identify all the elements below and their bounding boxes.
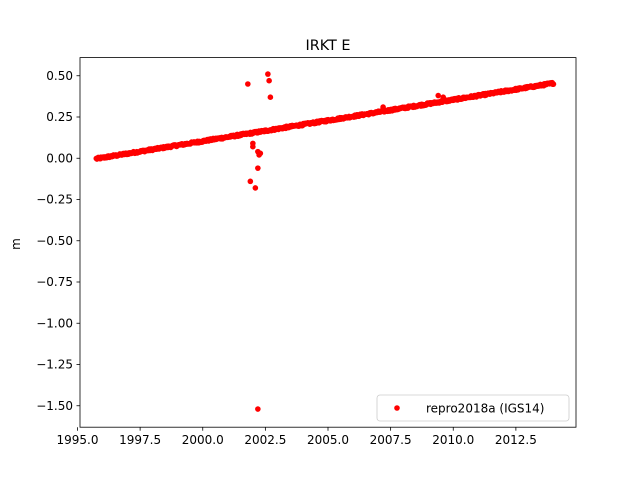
outlier-point — [247, 178, 254, 185]
outlier-point — [265, 71, 271, 77]
outlier-point — [266, 77, 272, 84]
chart-title: IRKT E — [305, 38, 350, 54]
legend-marker — [394, 405, 400, 411]
outlier-point — [255, 406, 261, 412]
axis-ticks: 1995.0 1997.5 2000.0 2002.5 2005.0 2007.5 2010… — [36, 69, 537, 447]
outlier-point — [250, 143, 256, 150]
y-axis-label: m — [9, 238, 23, 250]
y-tick-label: −0.25 — [36, 193, 73, 207]
y-tick-label: −1.50 — [36, 399, 73, 413]
outlier-point — [435, 92, 442, 99]
x-tick-label: 2002.5 — [244, 433, 286, 447]
plot-area — [93, 71, 557, 412]
x-tick-label: 2000.0 — [182, 433, 224, 447]
x-tick-label: 1995.0 — [56, 433, 98, 447]
x-tick-label: 2007.5 — [370, 433, 412, 447]
data-point — [550, 81, 557, 87]
legend-frame — [376, 394, 570, 422]
outlier-point — [245, 81, 251, 87]
legend: repro2018a (IGS14) — [376, 394, 570, 422]
axes-frame — [79, 57, 577, 428]
y-tick-label: −1.00 — [36, 316, 73, 330]
y-tick-label: 0.50 — [46, 69, 73, 83]
outlier-point — [255, 165, 261, 171]
outlier-point — [267, 94, 274, 100]
y-tick-label: −0.50 — [36, 234, 73, 248]
legend-label: repro2018a (IGS14) — [426, 402, 544, 416]
x-tick-label: 2005.0 — [307, 433, 349, 447]
x-tick-label: 2012.5 — [495, 433, 537, 447]
y-tick-label: 0.25 — [46, 110, 73, 124]
y-tick-label: −1.25 — [36, 358, 73, 372]
y-tick-label: −0.75 — [36, 275, 73, 289]
outlier-point — [257, 150, 264, 157]
x-tick-label: 1997.5 — [119, 433, 161, 447]
y-tick-label: 0.00 — [46, 151, 73, 165]
outlier-point — [252, 185, 259, 191]
outlier-point — [380, 104, 386, 110]
outlier-point — [440, 94, 447, 100]
x-tick-label: 2010.0 — [432, 433, 474, 447]
